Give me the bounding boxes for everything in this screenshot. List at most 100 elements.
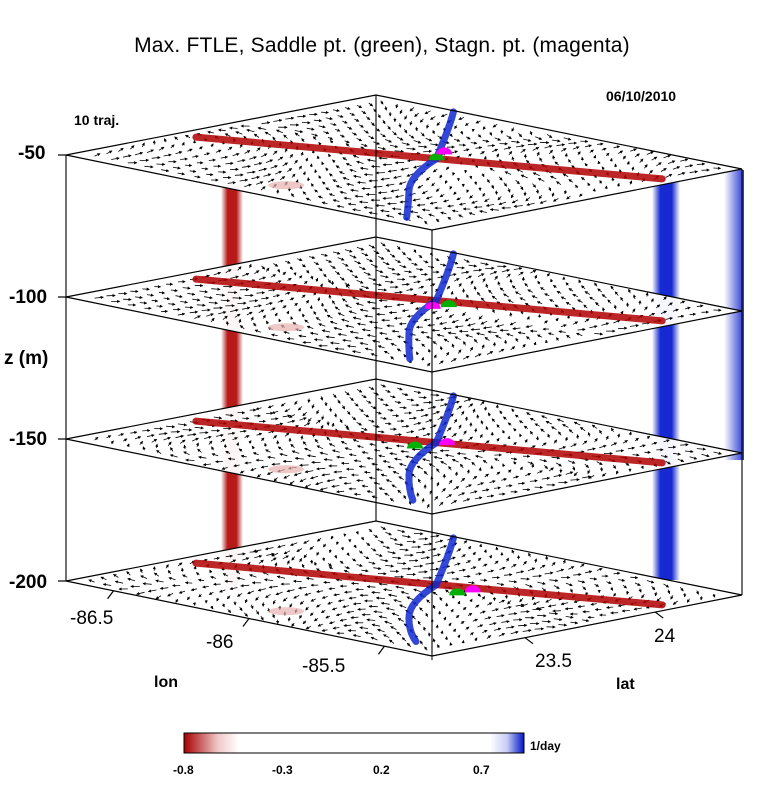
velocity-arrow [361,285,370,290]
velocity-arrow [172,166,181,170]
velocity-arrow [507,188,511,193]
velocity-arrow [430,283,436,287]
velocity-arrow [466,189,470,193]
velocity-arrow [344,590,352,594]
velocity-arrow [301,138,305,143]
lon-tick-label: -86 [206,632,234,653]
red-ftle-patch [268,323,305,332]
velocity-arrow [494,137,501,141]
velocity-arrow [597,160,601,165]
velocity-arrow [549,149,553,155]
velocity-arrow [435,218,440,223]
velocity-arrow [672,166,681,170]
velocity-arrow [420,132,425,137]
velocity-arrow [345,163,352,167]
velocity-arrow [562,173,569,177]
velocity-arrow [609,157,613,162]
velocity-arrow [439,263,447,267]
velocity-arrow [270,274,277,278]
velocity-arrow [409,107,415,112]
velocity-arrow [477,134,482,138]
velocity-arrow [266,320,270,325]
velocity-arrow [328,587,336,591]
velocity-arrow [305,157,309,162]
velocity-arrow [338,476,347,480]
velocity-arrow [170,144,175,149]
colorbar-tick-label: 0.2 [373,763,390,777]
velocity-arrow [234,313,241,318]
velocity-arrow [189,310,199,314]
velocity-arrow [430,116,436,120]
velocity-arrow [318,267,323,272]
trajectories-label: 10 traj. [74,112,120,128]
velocity-arrow [330,122,337,126]
velocity-arrow [250,316,254,321]
saddle-point-marker [428,153,445,161]
velocity-arrow [414,112,419,117]
velocity-arrow [277,299,284,303]
velocity-arrow [626,160,630,166]
velocity-arrow [349,112,355,116]
velocity-arrow [515,144,525,148]
velocity-arrow [354,118,360,122]
velocity-arrow [392,131,397,136]
velocity-arrow [328,193,335,197]
velocity-arrow [220,155,229,159]
velocity-arrow [421,208,430,212]
velocity-arrow [479,209,487,214]
velocity-arrow [399,406,407,410]
velocity-arrow [589,149,594,153]
velocity-arrow [399,109,403,115]
velocity-arrow [443,199,450,203]
velocity-arrow [377,191,388,195]
velocity-arrow [398,181,407,185]
velocity-arrow [416,215,423,219]
velocity-arrow [370,122,375,126]
velocity-arrow [339,171,345,175]
velocity-arrow [646,151,654,155]
velocity-arrow [631,166,635,171]
velocity-arrow [187,292,196,296]
velocity-arrow [398,123,402,128]
velocity-arrow [275,170,282,175]
velocity-arrow [368,244,376,249]
depth-slice [65,236,743,373]
velocity-arrow [575,184,579,189]
velocity-arrow [622,155,626,160]
velocity-arrow [211,287,221,291]
velocity-arrow [273,118,283,123]
velocity-arrow [394,290,403,294]
velocity-arrow [418,145,428,149]
velocity-arrow [183,444,187,450]
velocity-arrow [270,307,276,311]
velocity-arrow [323,131,330,135]
velocity-arrow [347,126,353,130]
velocity-arrow [480,151,485,155]
velocity-arrow [239,325,245,330]
velocity-arrow [326,314,333,319]
velocity-arrow [325,116,333,121]
velocity-arrow [454,138,461,142]
velocity-arrow [357,607,366,611]
velocity-arrow [327,136,334,140]
velocity-arrow [151,299,159,303]
velocity-arrow [285,116,295,120]
velocity-arrow [215,149,222,153]
velocity-arrow [130,145,135,150]
velocity-arrow [134,151,144,156]
velocity-arrow [489,208,499,212]
velocity-arrow [347,268,354,273]
velocity-arrow [449,273,457,277]
velocity-arrow [254,329,262,333]
velocity-arrow [473,285,477,291]
velocity-arrow [520,148,526,154]
velocity-arrow [328,153,332,158]
velocity-arrow [418,570,428,574]
velocity-arrow [297,114,307,118]
velocity-arrow [413,140,422,144]
velocity-arrow [215,293,226,297]
velocity-arrow [401,142,411,146]
velocity-arrow [423,260,429,264]
velocity-arrow [302,191,307,195]
velocity-arrow [422,291,428,295]
